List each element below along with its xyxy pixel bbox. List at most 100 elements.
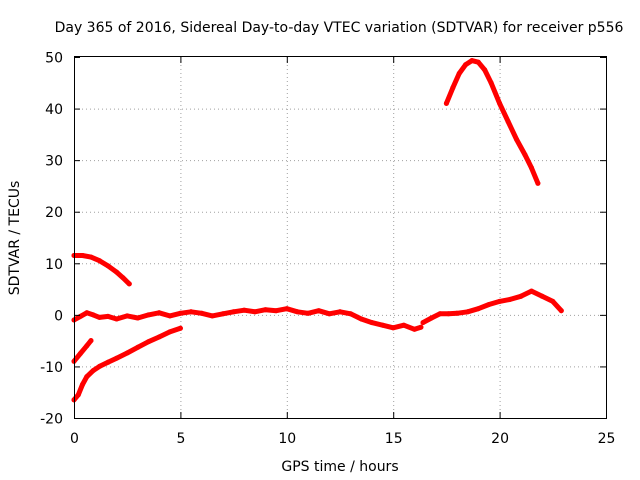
data-point bbox=[469, 58, 475, 64]
data-point bbox=[507, 296, 513, 302]
y-tick-label: 50 bbox=[45, 51, 63, 67]
data-point bbox=[284, 306, 290, 312]
data-point bbox=[505, 119, 511, 124]
data-point bbox=[446, 311, 451, 317]
x-tick-label: 20 bbox=[491, 431, 509, 447]
data-point bbox=[156, 310, 162, 316]
y-tick-label: -20 bbox=[40, 412, 63, 428]
data-point bbox=[450, 85, 456, 91]
data-point bbox=[437, 311, 443, 317]
data-point bbox=[518, 293, 524, 299]
data-point bbox=[418, 324, 424, 330]
data-point bbox=[84, 343, 90, 349]
data-point bbox=[401, 322, 407, 328]
data-point bbox=[529, 165, 534, 171]
data-point bbox=[167, 329, 173, 335]
data-point bbox=[177, 325, 183, 331]
data-point bbox=[497, 100, 503, 106]
data-point bbox=[105, 313, 111, 319]
y-tick-label: 10 bbox=[45, 257, 63, 273]
data-point bbox=[263, 307, 268, 313]
data-point bbox=[105, 359, 111, 365]
x-tick-label: 5 bbox=[176, 431, 185, 447]
data-point bbox=[488, 80, 494, 86]
data-point bbox=[558, 308, 564, 314]
data-point bbox=[114, 355, 120, 361]
data-point bbox=[535, 180, 541, 186]
data-point bbox=[475, 306, 481, 312]
data-point bbox=[146, 312, 151, 318]
data-point bbox=[177, 310, 183, 316]
x-axis-label: GPS time / hours bbox=[281, 459, 398, 475]
data-point bbox=[326, 311, 332, 317]
data-point bbox=[380, 322, 386, 328]
x-tick-label: 15 bbox=[385, 431, 403, 447]
series-layer bbox=[71, 58, 564, 403]
data-point bbox=[114, 269, 120, 275]
y-tick-label: 30 bbox=[45, 154, 63, 170]
data-point bbox=[443, 100, 449, 106]
data-point bbox=[97, 314, 102, 320]
data-point bbox=[390, 325, 396, 331]
data-point bbox=[305, 310, 311, 316]
data-point bbox=[220, 311, 226, 317]
data-point bbox=[497, 298, 503, 304]
data-point bbox=[337, 309, 343, 315]
y-tick-label: -10 bbox=[40, 360, 63, 376]
data-point bbox=[358, 316, 364, 322]
y-axis-label: SDTVAR / TECUs bbox=[7, 181, 23, 296]
data-point bbox=[369, 320, 375, 326]
data-point bbox=[539, 293, 545, 299]
data-point bbox=[482, 67, 488, 73]
data-point bbox=[241, 307, 247, 313]
series-line-track-b bbox=[71, 306, 424, 332]
data-point bbox=[252, 309, 258, 315]
data-point bbox=[156, 334, 162, 340]
x-tick-label: 0 bbox=[70, 431, 79, 447]
data-point bbox=[188, 309, 194, 315]
data-point bbox=[486, 302, 492, 307]
data-point bbox=[294, 309, 300, 315]
data-point bbox=[90, 312, 96, 318]
plot-frame bbox=[74, 56, 607, 419]
data-point bbox=[84, 310, 90, 316]
data-point bbox=[348, 311, 354, 317]
data-point bbox=[456, 71, 462, 76]
data-point bbox=[273, 308, 279, 314]
data-point bbox=[114, 316, 120, 322]
data-point bbox=[88, 338, 94, 344]
data-point bbox=[209, 313, 215, 319]
data-point bbox=[522, 152, 528, 158]
axis-ticks: 0 5 10 15 20 25 -20 -10 0 10 20 30 40 50 bbox=[40, 51, 615, 448]
data-point bbox=[90, 368, 96, 374]
data-point bbox=[80, 253, 85, 258]
data-point bbox=[80, 382, 85, 387]
data-point bbox=[77, 351, 83, 356]
data-point bbox=[97, 258, 102, 264]
data-point bbox=[454, 310, 460, 316]
data-point bbox=[135, 344, 141, 350]
data-point bbox=[463, 62, 469, 68]
data-point bbox=[77, 313, 83, 319]
series-line-track-c bbox=[71, 338, 94, 364]
data-point bbox=[550, 298, 556, 304]
data-point bbox=[412, 326, 417, 332]
data-point bbox=[475, 59, 481, 65]
data-point bbox=[105, 263, 111, 269]
data-point bbox=[120, 275, 126, 281]
data-point bbox=[231, 309, 237, 315]
data-point bbox=[529, 288, 534, 294]
data-point bbox=[124, 313, 130, 319]
series-line-track-f bbox=[443, 58, 541, 186]
chart-title: Day 365 of 2016, Sidereal Day-to-day VTE… bbox=[55, 20, 624, 36]
data-point bbox=[88, 254, 94, 260]
data-point bbox=[146, 339, 151, 345]
data-point bbox=[514, 137, 520, 142]
x-tick-label: 25 bbox=[598, 431, 616, 447]
data-point bbox=[135, 315, 141, 321]
data-point bbox=[420, 320, 426, 326]
data-point bbox=[126, 281, 132, 287]
data-point bbox=[199, 310, 205, 316]
data-point bbox=[465, 309, 471, 315]
x-tick-label: 10 bbox=[278, 431, 296, 447]
